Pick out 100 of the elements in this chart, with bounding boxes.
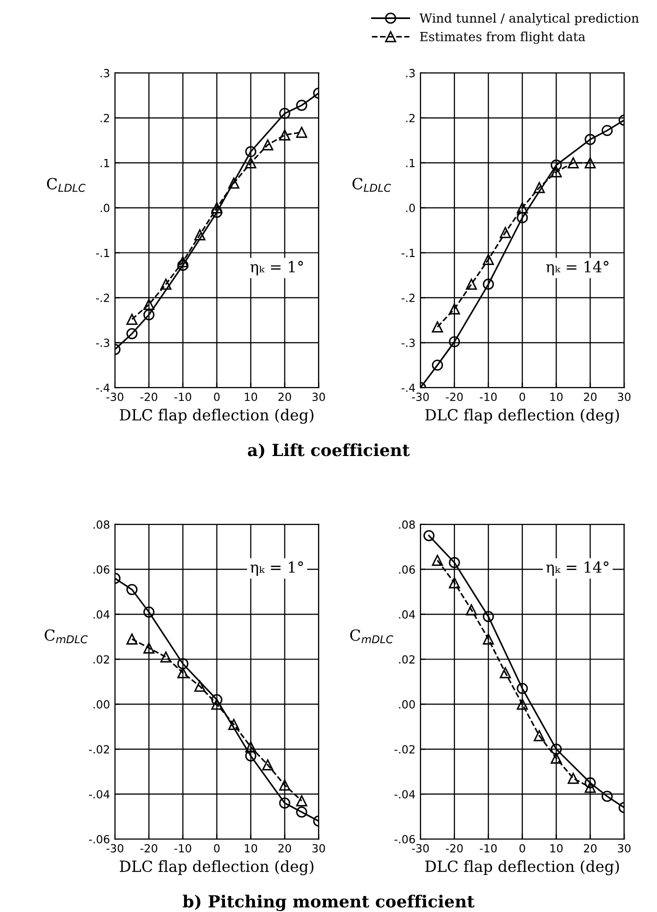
point bbox=[568, 772, 579, 784]
point bbox=[448, 577, 460, 588]
point bbox=[143, 298, 154, 310]
point bbox=[126, 328, 138, 340]
point bbox=[448, 557, 460, 568]
point bbox=[584, 157, 596, 168]
annotation: ηₖ = 1° bbox=[250, 260, 303, 276]
point bbox=[602, 124, 613, 136]
point bbox=[177, 658, 188, 670]
point bbox=[177, 256, 188, 268]
x-tick-label: -20 bbox=[140, 844, 158, 852]
point bbox=[262, 139, 274, 150]
point bbox=[143, 606, 154, 618]
point bbox=[516, 202, 528, 214]
y-tick-label: .00 bbox=[399, 700, 415, 709]
point bbox=[279, 108, 290, 119]
x-tick-label: 20 bbox=[584, 844, 597, 852]
x-axis-title: DLC flap deflection (deg) bbox=[425, 860, 619, 876]
point bbox=[296, 795, 308, 806]
point bbox=[550, 744, 562, 755]
point bbox=[550, 752, 562, 764]
y-tick-label: .02 bbox=[399, 655, 415, 664]
point bbox=[143, 309, 154, 320]
x-tick-label: -10 bbox=[480, 844, 497, 852]
point bbox=[160, 278, 172, 290]
x-tick-label: 10 bbox=[244, 392, 258, 402]
point bbox=[448, 303, 460, 314]
y-tick-label: .2 bbox=[100, 114, 109, 122]
x-tick-label: 0 bbox=[520, 844, 526, 852]
point bbox=[160, 651, 172, 663]
y-tick-label: .08 bbox=[94, 520, 110, 529]
y-tick-label: -.06 bbox=[394, 835, 415, 844]
point bbox=[432, 554, 444, 566]
point bbox=[296, 126, 308, 138]
x-tick-label: 30 bbox=[312, 844, 325, 852]
x-tick-label: -10 bbox=[480, 392, 497, 402]
point bbox=[177, 260, 188, 271]
legend-label: Wind tunnel / analytical prediction bbox=[419, 13, 639, 26]
x-tick-label: 0 bbox=[520, 392, 526, 402]
x-tick-label: -10 bbox=[174, 392, 192, 402]
y-tick-label: .06 bbox=[399, 565, 415, 574]
point bbox=[194, 229, 206, 240]
point bbox=[550, 160, 562, 171]
x-tick-label: 10 bbox=[244, 844, 258, 852]
point bbox=[279, 780, 290, 791]
x-tick-label: 20 bbox=[278, 844, 292, 852]
point bbox=[423, 530, 435, 542]
point bbox=[211, 202, 222, 214]
point bbox=[482, 610, 494, 622]
x-tick-label: -30 bbox=[106, 844, 124, 852]
x-tick-label: 20 bbox=[278, 392, 292, 402]
y-tick-label: -.3 bbox=[96, 338, 110, 348]
x-tick-label: -30 bbox=[412, 844, 429, 852]
x-tick-label: -10 bbox=[174, 844, 192, 852]
point bbox=[126, 314, 138, 325]
point bbox=[126, 633, 138, 645]
x-axis-title: DLC flap deflection (deg) bbox=[425, 408, 619, 424]
x-tick-label: 0 bbox=[214, 844, 220, 852]
point bbox=[211, 694, 222, 706]
y-axis-title: C$_{LDLC}$ bbox=[47, 178, 86, 192]
point bbox=[516, 212, 528, 224]
text: a) Lift coefficient bbox=[248, 443, 410, 459]
y-tick-label: -.02 bbox=[88, 745, 109, 754]
x-tick-label: 10 bbox=[550, 844, 563, 852]
y-tick-label: -.4 bbox=[402, 384, 415, 392]
annotation: ηₖ = 14° bbox=[546, 561, 608, 576]
annotation: ηₖ = 14° bbox=[546, 260, 608, 276]
y-tick-label: .3 bbox=[406, 68, 415, 78]
point bbox=[516, 698, 528, 710]
x-tick-label: -30 bbox=[412, 392, 429, 402]
x-tick-label: 30 bbox=[618, 392, 630, 402]
y-tick-label: -.04 bbox=[394, 790, 415, 798]
x-tick-label: 30 bbox=[312, 392, 325, 402]
y-axis-title: C$_{mDLC}$ bbox=[350, 629, 394, 644]
point bbox=[432, 360, 444, 371]
y-tick-label: .00 bbox=[94, 700, 110, 709]
y-tick-label: -.2 bbox=[402, 294, 415, 302]
text: b) Pitching moment coefficient bbox=[182, 894, 474, 912]
point bbox=[584, 777, 596, 788]
y-tick-label: .2 bbox=[406, 114, 415, 122]
point bbox=[245, 157, 256, 168]
y-axis-title: C$_{mDLC}$ bbox=[44, 629, 88, 644]
x-tick-label: -30 bbox=[106, 392, 124, 402]
point bbox=[245, 146, 256, 158]
point bbox=[534, 182, 545, 194]
annotation: ηₖ = 1° bbox=[250, 561, 303, 576]
point bbox=[482, 254, 494, 266]
y-tick-label: -.02 bbox=[394, 745, 415, 754]
y-tick-label: .04 bbox=[94, 610, 110, 619]
x-axis-title: DLC flap deflection (deg) bbox=[120, 408, 314, 424]
point bbox=[500, 226, 511, 238]
point bbox=[584, 134, 596, 146]
point bbox=[584, 782, 596, 793]
y-tick-label: .0 bbox=[406, 204, 415, 212]
point bbox=[126, 584, 138, 596]
x-tick-label: -20 bbox=[140, 392, 158, 402]
y-tick-label: -.4 bbox=[96, 384, 110, 392]
y-tick-label: -.2 bbox=[96, 294, 109, 302]
point bbox=[296, 806, 308, 818]
point bbox=[466, 278, 477, 290]
